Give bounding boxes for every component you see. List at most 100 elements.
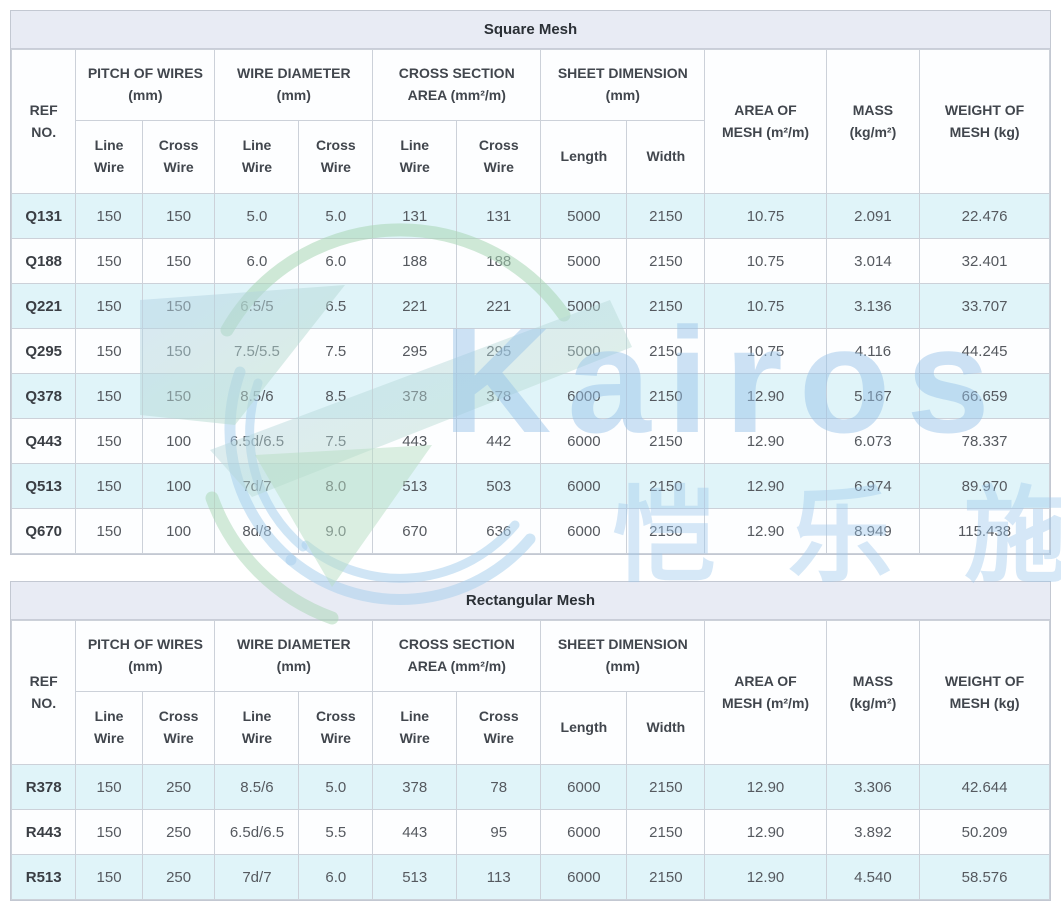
data-cell: 150 (75, 764, 143, 810)
data-cell: 100 (141, 418, 216, 464)
data-cell: 150 (75, 418, 143, 464)
data-cell: 115.438 (919, 508, 1050, 554)
data-cell: 6000 (540, 508, 628, 554)
data-cell: 12.90 (704, 463, 827, 509)
ref-cell: Q221 (10, 283, 77, 329)
header-cell: WIRE DIAMETER (mm) (214, 620, 374, 692)
data-cell: 670 (372, 508, 458, 554)
data-cell: 2150 (626, 328, 706, 374)
data-cell: 2150 (626, 809, 706, 855)
data-cell: 150 (141, 238, 216, 284)
data-cell: 2150 (626, 764, 706, 810)
header-cell: Line Wire (75, 691, 143, 765)
data-cell: 250 (141, 854, 216, 900)
data-cell: 150 (75, 193, 143, 239)
data-cell: 6.974 (825, 463, 921, 509)
header-cell: AREA OF MESH (m²/m) (704, 620, 827, 765)
data-cell: 188 (456, 238, 542, 284)
data-cell: 150 (75, 373, 143, 419)
data-cell: 8d/8 (214, 508, 300, 554)
data-cell: 221 (456, 283, 542, 329)
header-cell: PITCH OF WIRES (mm) (75, 49, 216, 121)
header-cell: MASS (kg/m²) (825, 620, 921, 765)
table-row: Q443 150 100 6.5d/6.5 7.5 443 442 6000 2150 12.90… (10, 418, 1050, 464)
data-cell: 150 (141, 373, 216, 419)
data-cell: 100 (141, 508, 216, 554)
data-cell: 6.5 (298, 283, 374, 329)
data-cell: 503 (456, 463, 542, 509)
data-cell: 295 (372, 328, 458, 374)
data-cell: 78.337 (919, 418, 1050, 464)
data-cell: 12.90 (704, 809, 827, 855)
data-cell: 2150 (626, 238, 706, 284)
data-cell: 150 (75, 854, 143, 900)
data-cell: 66.659 (919, 373, 1050, 419)
data-cell: 150 (75, 283, 143, 329)
header-cell: PITCH OF WIRES (mm) (75, 620, 216, 692)
data-cell: 150 (75, 463, 143, 509)
table-row: R513 150 250 7d/7 6.0 513 113 6000 2150 12.90 4.54… (10, 854, 1050, 900)
data-cell: 7d/7 (214, 463, 300, 509)
table-title-rectangular-mesh: Rectangular Mesh (11, 582, 1050, 620)
table-row: Q131 150 150 5.0 5.0 131 131 5000 2150 10.75 2.091… (10, 193, 1050, 239)
data-cell: 78 (456, 764, 542, 810)
header-cell: Cross Wire (141, 120, 216, 194)
ref-cell: Q188 (10, 238, 77, 284)
ref-cell: Q443 (10, 418, 77, 464)
header-cell: Cross Wire (298, 691, 374, 765)
data-cell: 22.476 (919, 193, 1050, 239)
data-cell: 6000 (540, 463, 628, 509)
data-cell: 295 (456, 328, 542, 374)
table-row: R443 150 250 6.5d/6.5 5.5 443 95 6000 2150 12.90 3… (10, 809, 1050, 855)
data-cell: 2150 (626, 373, 706, 419)
spec-table: REF NO. PITCH OF WIRES (mm) WIRE DIAMETER (mm… (10, 620, 1050, 900)
data-cell: 5.5 (298, 809, 374, 855)
data-cell: 95 (456, 809, 542, 855)
data-cell: 443 (372, 418, 458, 464)
data-cell: 131 (372, 193, 458, 239)
data-cell: 221 (372, 283, 458, 329)
table-header: REF NO. PITCH OF WIRES (mm) WIRE DIAMETER (mm… (10, 49, 1050, 194)
data-cell: 6000 (540, 809, 628, 855)
data-cell: 10.75 (704, 328, 827, 374)
data-cell: 2150 (626, 508, 706, 554)
data-cell: 58.576 (919, 854, 1050, 900)
data-cell: 7.5 (298, 328, 374, 374)
data-cell: 10.75 (704, 283, 827, 329)
table-row: Q378 150 150 8.5/6 8.5 378 378 6000 2150 12.90 5.1… (10, 373, 1050, 419)
data-cell: 3.306 (825, 764, 921, 810)
table-row: Q188 150 150 6.0 6.0 188 188 5000 2150 10.75 3.014… (10, 238, 1050, 284)
data-cell: 131 (456, 193, 542, 239)
data-cell: 12.90 (704, 508, 827, 554)
data-cell: 150 (141, 283, 216, 329)
data-cell: 6.5/5 (214, 283, 300, 329)
header-cell: AREA OF MESH (m²/m) (704, 49, 827, 194)
header-cell: SHEET DIMENSION (mm) (540, 620, 706, 692)
data-cell: 5000 (540, 283, 628, 329)
header-cell: MASS (kg/m²) (825, 49, 921, 194)
data-cell: 8.5/6 (214, 373, 300, 419)
header-cell: Cross Wire (456, 691, 542, 765)
data-cell: 513 (372, 854, 458, 900)
table-row: Q221 150 150 6.5/5 6.5 221 221 5000 2150 10.75 3.1… (10, 283, 1050, 329)
ref-cell: Q513 (10, 463, 77, 509)
data-cell: 5000 (540, 193, 628, 239)
table-row: Q295 150 150 7.5/5.5 7.5 295 295 5000 2150 10.75 4… (10, 328, 1050, 374)
header-cell-ref-no: REF NO. (10, 49, 77, 194)
data-cell: 4.116 (825, 328, 921, 374)
header-cell: Length (540, 120, 628, 194)
header-cell: Line Wire (372, 120, 458, 194)
data-cell: 3.892 (825, 809, 921, 855)
data-cell: 5.0 (298, 193, 374, 239)
data-cell: 2150 (626, 193, 706, 239)
header-cell-ref-no: REF NO. (10, 620, 77, 765)
header-cell: CROSS SECTION AREA (mm²/m) (372, 49, 542, 121)
data-cell: 150 (141, 328, 216, 374)
rectangular-mesh-table: Rectangular Mesh REF NO. PITCH OF WIRES (mm… (10, 581, 1051, 901)
ref-cell: Q378 (10, 373, 77, 419)
data-cell: 443 (372, 809, 458, 855)
header-cell: WEIGHT OF MESH (kg) (919, 49, 1050, 194)
data-cell: 150 (141, 193, 216, 239)
header-cell: CROSS SECTION AREA (mm²/m) (372, 620, 542, 692)
data-cell: 636 (456, 508, 542, 554)
